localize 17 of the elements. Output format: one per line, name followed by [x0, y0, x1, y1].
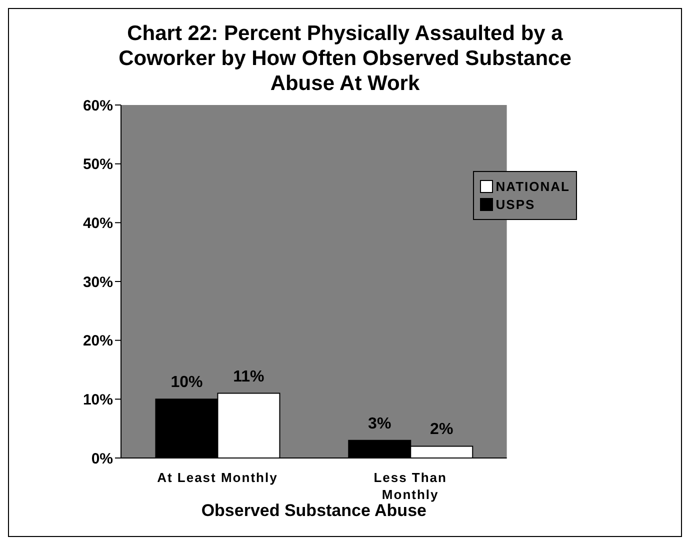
y-tick-label: 20% [82, 332, 113, 350]
y-tick-label: 10% [82, 391, 113, 408]
y-tick-label: 50% [82, 156, 113, 174]
chart-title: Chart 22: Percent Physically Assaulted by a Coworker by How Often Observed Substance Abuse At Work [118, 21, 572, 96]
data-label: 3% [368, 415, 392, 432]
x-tick-label: At Least Monthly [157, 470, 278, 485]
y-tick-label: 30% [82, 274, 113, 291]
x-tick-label: Less Than Monthly [374, 470, 447, 502]
y-tick-label: 0% [91, 450, 113, 468]
x-axis-title: Observed Substance Abuse [201, 501, 426, 520]
legend-label: NATIONAL [496, 179, 570, 194]
y-tick-label: 60% [82, 97, 113, 114]
data-label: 2% [430, 421, 454, 438]
legend-label: USPS [496, 197, 536, 212]
data-label: 10% [170, 374, 203, 392]
y-tick-label: 40% [82, 214, 113, 232]
data-label: 11% [233, 368, 264, 386]
